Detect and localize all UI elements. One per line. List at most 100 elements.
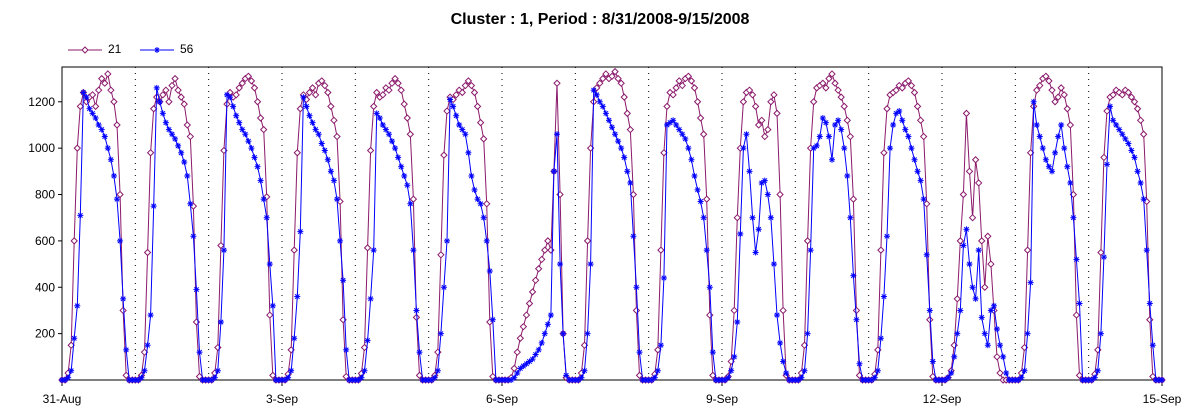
marker-56-208 xyxy=(694,186,701,193)
marker-56-54 xyxy=(224,91,230,98)
marker-56-324 xyxy=(1049,168,1055,175)
marker-21-105 xyxy=(379,91,387,99)
marker-56-251 xyxy=(825,133,832,140)
marker-56-225 xyxy=(746,168,753,175)
marker-56-170 xyxy=(578,374,585,381)
marker-56-58 xyxy=(236,119,243,126)
marker-56-219 xyxy=(728,367,735,374)
marker-56-69 xyxy=(269,302,276,309)
marker-56-152 xyxy=(523,360,530,367)
marker-56-232 xyxy=(767,214,774,221)
marker-21-102 xyxy=(369,102,378,111)
marker-56-327 xyxy=(1058,121,1065,128)
marker-21-196 xyxy=(657,246,665,254)
marker-56-291 xyxy=(948,370,955,377)
marker-21-136 xyxy=(473,102,482,111)
marker-56-26 xyxy=(138,374,145,381)
marker-21-175 xyxy=(593,84,601,92)
marker-21-347 xyxy=(1118,91,1126,99)
marker-56-189 xyxy=(636,349,643,356)
marker-56-3 xyxy=(68,367,75,374)
marker-56-98 xyxy=(358,374,365,381)
marker-56-184 xyxy=(621,154,628,161)
marker-21-227 xyxy=(751,102,760,111)
marker-56-151 xyxy=(520,363,527,370)
marker-21-354 xyxy=(1139,130,1148,138)
marker-56-160 xyxy=(547,312,554,319)
marker-21-112 xyxy=(400,100,408,108)
marker-56-113 xyxy=(404,182,411,189)
marker-21-88 xyxy=(327,102,335,111)
marker-56-282 xyxy=(920,196,927,203)
marker-56-344 xyxy=(1110,117,1117,124)
marker-21-320 xyxy=(1036,81,1044,90)
marker-56-329 xyxy=(1064,163,1071,170)
marker-56-294 xyxy=(957,307,964,314)
marker-56-199 xyxy=(667,119,674,126)
marker-21-154 xyxy=(528,288,537,296)
marker-56-62 xyxy=(248,145,255,152)
x-tick-label-31-Aug: 31-Aug xyxy=(43,392,82,406)
marker-21-322 xyxy=(1042,72,1050,80)
marker-56-122 xyxy=(431,374,438,381)
marker-56-131 xyxy=(459,126,466,133)
marker-21-210 xyxy=(699,130,708,138)
marker-21-184 xyxy=(620,93,628,101)
y-tick-label-800: 800 xyxy=(35,188,55,202)
marker-21-283 xyxy=(923,200,931,208)
marker-56-33 xyxy=(159,110,166,117)
marker-56-36 xyxy=(169,131,175,138)
marker-56-195 xyxy=(654,367,661,374)
marker-21-115 xyxy=(409,195,418,203)
marker-21-137 xyxy=(476,118,485,127)
marker-56-247 xyxy=(813,142,820,149)
marker-56-290 xyxy=(945,374,952,381)
marker-21-268 xyxy=(877,246,885,254)
marker-56-6 xyxy=(77,212,84,219)
marker-21-172 xyxy=(583,237,592,245)
marker-21-153 xyxy=(525,299,534,308)
marker-56-197 xyxy=(660,274,667,281)
marker-56-80 xyxy=(303,103,310,110)
marker-56-254 xyxy=(835,117,842,124)
marker-56-274 xyxy=(896,108,903,115)
marker-56-50 xyxy=(211,374,218,381)
marker-56-66 xyxy=(260,196,267,203)
marker-21-4 xyxy=(70,237,78,245)
marker-56-337 xyxy=(1088,377,1095,383)
marker-56-177 xyxy=(599,103,606,110)
marker-21-150 xyxy=(516,334,525,342)
marker-56-8 xyxy=(83,94,90,101)
marker-21-303 xyxy=(984,232,992,240)
marker-56-221 xyxy=(734,319,741,326)
marker-56-15 xyxy=(104,145,111,152)
marker-56-55 xyxy=(227,94,234,101)
marker-56-306 xyxy=(994,325,1000,332)
marker-56-353 xyxy=(1137,179,1144,186)
marker-21-225 xyxy=(745,86,754,94)
marker-21-208 xyxy=(693,98,702,106)
marker-56-279 xyxy=(911,156,918,163)
marker-21-152 xyxy=(522,311,531,319)
marker-21-255 xyxy=(837,93,845,101)
marker-21-352 xyxy=(1133,105,1142,113)
marker-56-272 xyxy=(890,121,897,128)
marker-21-233 xyxy=(770,91,778,99)
marker-21-113 xyxy=(403,114,411,122)
marker-56-35 xyxy=(165,126,172,133)
marker-56-73 xyxy=(282,377,289,383)
marker-56-326 xyxy=(1055,133,1062,140)
marker-56-305 xyxy=(990,302,997,309)
y-tick-label-400: 400 xyxy=(35,280,55,294)
marker-56-61 xyxy=(245,138,252,145)
marker-21-159 xyxy=(544,237,552,245)
marker-56-161 xyxy=(550,168,557,175)
marker-21-177 xyxy=(599,74,607,83)
marker-56-201 xyxy=(673,121,680,128)
marker-56-278 xyxy=(908,145,915,152)
marker-56-322 xyxy=(1042,156,1049,163)
marker-56-206 xyxy=(688,156,695,163)
marker-21-62 xyxy=(247,77,256,85)
marker-21-297 xyxy=(965,167,974,176)
